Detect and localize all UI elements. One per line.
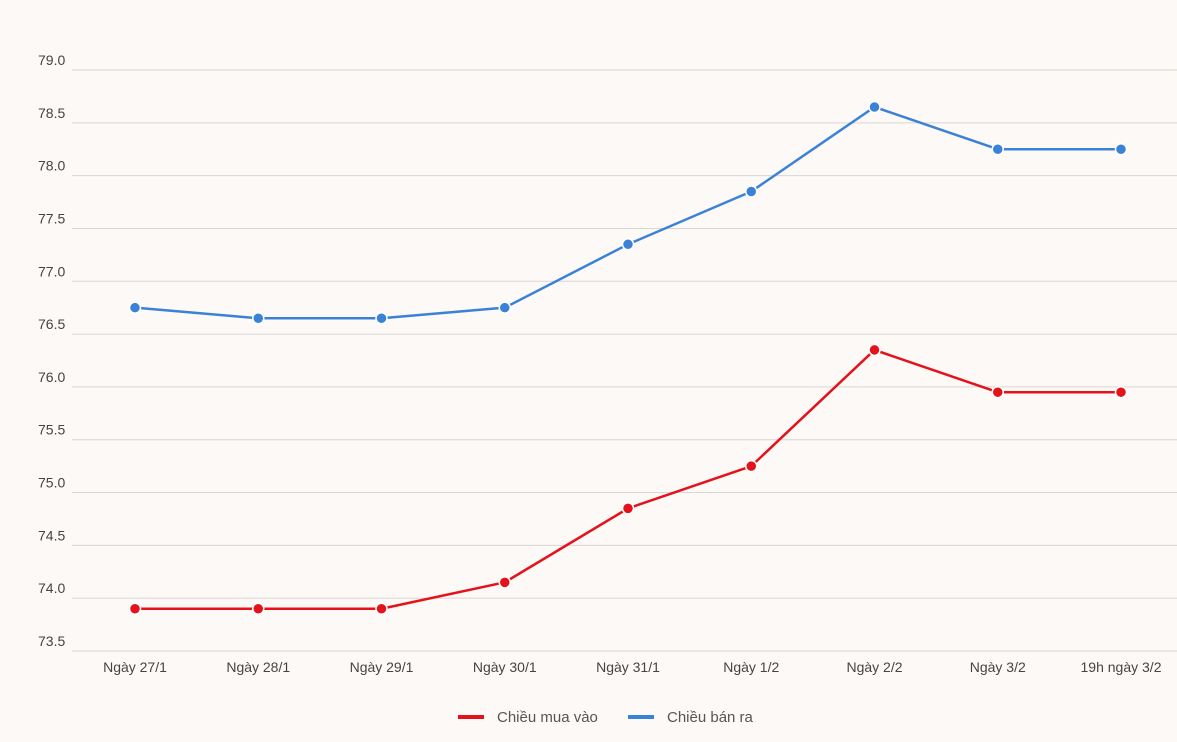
data-point — [745, 185, 758, 198]
data-point — [621, 238, 635, 251]
y-tick-label: 73.5 — [38, 633, 65, 649]
y-tick-label: 77.5 — [38, 210, 65, 226]
x-axis-ticks: Ngày 27/1 Ngày 28/1 Ngày 29/1 Ngày 30/1 Ngày… — [103, 659, 1162, 675]
x-tick-label: Ngày 28/1 — [226, 659, 290, 675]
x-tick-label: Ngày 29/1 — [350, 659, 414, 675]
data-point — [375, 311, 388, 325]
data-point — [621, 502, 635, 515]
data-point — [128, 301, 142, 314]
x-tick-label: Ngày 27/1 — [103, 659, 167, 675]
data-point — [868, 100, 881, 114]
data-point — [1114, 142, 1128, 156]
x-tick-label: Ngày 30/1 — [473, 659, 537, 675]
y-tick-label: 76.5 — [38, 316, 65, 332]
y-tick-label: 78.0 — [38, 158, 65, 174]
y-tick-label: 74.5 — [38, 527, 65, 543]
y-tick-label: 74.0 — [38, 580, 65, 596]
x-tick-label: 19h ngày 3/2 — [1081, 659, 1162, 675]
legend-label: Chiều bán ra — [667, 709, 754, 726]
grid-layer — [72, 69, 1177, 652]
x-tick-label: Ngày 31/1 — [596, 659, 660, 675]
x-tick-label: Ngày 3/2 — [970, 659, 1026, 675]
legend-label: Chiều mua vào — [497, 709, 598, 726]
y-tick-label: 79.0 — [38, 52, 65, 68]
series-line — [134, 105, 1121, 320]
x-tick-label: Ngày 2/2 — [846, 659, 902, 675]
data-point — [1114, 385, 1128, 399]
data-point — [252, 311, 265, 325]
y-tick-label: 75.0 — [38, 475, 65, 491]
series-layer — [128, 100, 1128, 615]
data-point — [991, 142, 1004, 156]
data-point — [375, 602, 388, 615]
y-axis-ticks: 73.5 74.0 74.5 75.0 75.5 76.0 76.5 77.0 77.5 78.0… — [38, 52, 65, 649]
data-point — [252, 602, 265, 615]
legend: Chiều mua vào Chiều bán ra — [458, 709, 754, 726]
data-point — [868, 343, 881, 357]
data-point — [991, 385, 1004, 399]
y-tick-label: 77.0 — [38, 263, 65, 279]
y-tick-label: 78.5 — [38, 105, 65, 121]
series-line — [135, 348, 1121, 610]
data-point — [498, 576, 511, 589]
data-point — [128, 602, 142, 615]
x-tick-label: Ngày 1/2 — [723, 659, 779, 675]
y-tick-label: 76.0 — [38, 369, 65, 385]
y-tick-label: 75.5 — [38, 422, 65, 438]
data-point — [745, 459, 758, 473]
data-point — [498, 301, 511, 314]
